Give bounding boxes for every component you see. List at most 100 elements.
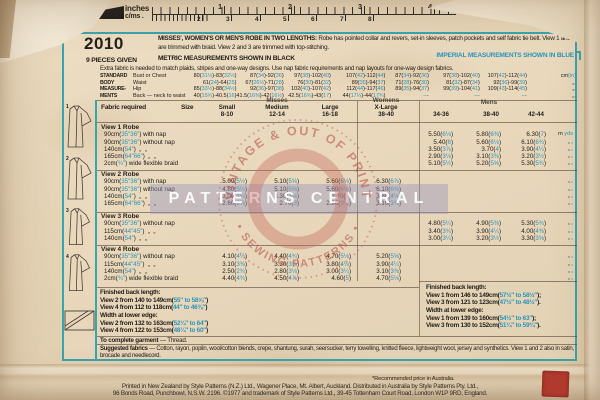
fabric-row-label: 140cm(54″) „ „ [104, 145, 147, 153]
cm-number: 6 [311, 16, 315, 23]
cm-number: 3 [226, 16, 230, 23]
fabric-row: 90cm(35″36″) with nap 5.00(5½) 5.10(5⅝) 5.6… [99, 178, 578, 185]
measurement-value: 85(33½)-88(34½) [193, 86, 237, 93]
fabric-row: 140cm(54″) „ „ 2.50(2¾) 2.80(3⅛) 3.00(3¼) 3.… [99, 268, 578, 275]
unit-cell: „ „ [567, 274, 573, 281]
sketch-number: 4 [66, 254, 69, 260]
unit-cell: „ „ [567, 227, 573, 234]
fabric-column-header: X-Large 38-40 [374, 104, 398, 119]
imperial-note: IMPERIAL MEASUREMENTS SHOWN IN BLUE [436, 52, 574, 59]
fabric-row: 2cm(¾″) wide flexible braid 4.40(4¾) 4.50(… [99, 275, 578, 282]
left-column-divider [95, 100, 97, 361]
ruler-baseline [152, 13, 456, 15]
fabric-row: 2cm(¾″) wide flexible braid 5.10(5½) 5.20(… [99, 160, 578, 167]
measurement-value: 61(24)-64(25) [202, 79, 237, 86]
fabric-value [453, 253, 501, 260]
fabric-value: 5.20(5⅝) [376, 253, 401, 261]
measurement-value: 102(40)-107(42) [291, 86, 331, 93]
fabric-value: 4.50(4⅞) [274, 274, 299, 282]
rule-line [97, 245, 577, 246]
fabric-value [501, 186, 546, 193]
fabric-value: 5.50(6⅛) [428, 131, 453, 139]
measurement-unit: „„ [572, 79, 576, 86]
fabric-value: 2.50(2¾) [222, 267, 247, 275]
fabric-value: 3.10(3⅜) [376, 199, 401, 207]
cm-tick-strip [152, 15, 208, 21]
body-measurements-rows: Bust or Chest 80(31½)-83(32½) 87(34)-92(36… [99, 73, 578, 100]
view-block: View 1 Robe 90cm(35″36″) with nap 5.50(6⅛)… [99, 124, 578, 167]
finished-measure-line: View 2 from 140 to 149cm(55″ to 58⅝″) [100, 296, 208, 304]
to-complete-label: To complete garment [100, 337, 159, 344]
fabric-value: 4.40(4¾) [274, 253, 299, 261]
view-3-sketch [68, 208, 91, 246]
rule-line [419, 281, 577, 282]
garment-description: MISSES', WOMEN'S OR MEN'S ROBE IN TWO LE… [158, 35, 578, 53]
description-title: MISSES', WOMEN'S OR MEN'S ROBE IN TWO LE… [158, 35, 317, 42]
fabric-row-label: 165cm(64″66″) „ „ [104, 199, 156, 207]
fabric-column-header: Small 8-10 [218, 104, 236, 119]
fabric-row-label: 90cm(35″36″) without nap [104, 185, 175, 193]
fabric-value: 3.20(3½) [476, 234, 501, 242]
measurement-value: — [423, 93, 430, 100]
unit-cell: „ „ [567, 145, 573, 152]
fabric-row: 90cm(35″36″) without nap 4.80(5¼) 4.90(5⅜)… [99, 220, 578, 227]
fabric-value: 5.40(6) [433, 138, 453, 146]
fabric-value [501, 275, 546, 282]
measurement-value: 109(43)-114(45) [487, 86, 527, 93]
unit-cell: „ „ [567, 260, 573, 267]
pieces-given-label: 9 PIECES GIVEN [86, 57, 137, 64]
measurement-value: 44(17¼)-44(17¾) [342, 93, 386, 100]
unit-cell: „ „ [567, 138, 573, 145]
fabric-row: 140cm(54″) „ „ 3.50(3⅞) 3.70(4) 3.90(4¼) „ „ [99, 146, 578, 153]
cm-tick [202, 15, 203, 21]
finished-measure-line: Finished back length: [100, 289, 161, 296]
cm-tick [231, 15, 232, 21]
fabric-column-header: 34-36 [433, 111, 449, 119]
column-line [357, 101, 358, 281]
fabric-row-label: 140cm(54″) „ „ [104, 192, 147, 200]
cm-tick [288, 15, 289, 21]
cm-number: 4 [255, 16, 259, 23]
measurement-value: 40(15¾)-40.5(16) [193, 93, 237, 100]
fabric-value: 4.10(4½) [222, 253, 247, 261]
fabric-value [453, 186, 501, 193]
price-footnote: *Recommended price in Australia. [372, 376, 455, 382]
fabric-value: 6.30(6⅞) [376, 178, 401, 186]
measurement-label: Hip [133, 86, 142, 93]
fabric-value: 5.10(5⅝) [274, 178, 299, 186]
fabric-value: 4.80(5¼) [222, 185, 247, 193]
measurement-value: 112(44)-117(46) [346, 86, 386, 93]
measurement-value: 92(36)-99(39) [493, 79, 527, 86]
watermark-stamp: VINTAGE & OUT OF PRINT • SEWING PATTERNS… [218, 119, 378, 279]
ruler-cms-label: c/ms . [125, 13, 144, 20]
fabric-value: 4.00(4⅜) [521, 227, 546, 235]
cm-tick [345, 15, 346, 21]
fabric-value: 6.10(6¾) [521, 138, 546, 146]
finished-measure-line: View 1 from 146 to 149cm(57½″ to 58½″); [426, 291, 541, 299]
fabric-value: 4.40(4¾) [222, 274, 247, 282]
inch-number: 1 [218, 2, 223, 11]
fabric-value [501, 193, 546, 200]
fabric-value: 5.60(6⅛) [476, 138, 501, 146]
unit-cell: „ „ [567, 234, 573, 241]
cm-tick [260, 15, 261, 21]
fabric-row-label: 90cm(35″36″) without nap [104, 138, 175, 146]
measurement-label: Waist [133, 79, 147, 86]
fabric-value: 6.30(7) [526, 131, 546, 139]
fabric-value [501, 261, 546, 268]
column-line [419, 101, 420, 336]
fabric-value [453, 200, 501, 207]
unit-cell: „ „ [567, 185, 573, 192]
measurement-unit: cm(in) [560, 73, 576, 79]
fabric-required-header: Fabric required [101, 104, 147, 111]
unit-cell: m yds [558, 131, 573, 138]
extra-fabric-note: Extra fabric is needed to match plaids, … [100, 65, 454, 72]
measurement-value: 76(30)-81(32) [297, 79, 331, 86]
fabric-value [501, 200, 546, 207]
measurement-value: 80(31½)-83(32½) [193, 73, 237, 79]
teal-border-frame [62, 32, 577, 361]
fabric-value: 5.30(5¾) [521, 160, 546, 168]
fabric-column-header: Large 16-18 [321, 104, 339, 119]
rule-line [97, 212, 577, 213]
fabric-column-header: 42-44 [528, 111, 544, 119]
